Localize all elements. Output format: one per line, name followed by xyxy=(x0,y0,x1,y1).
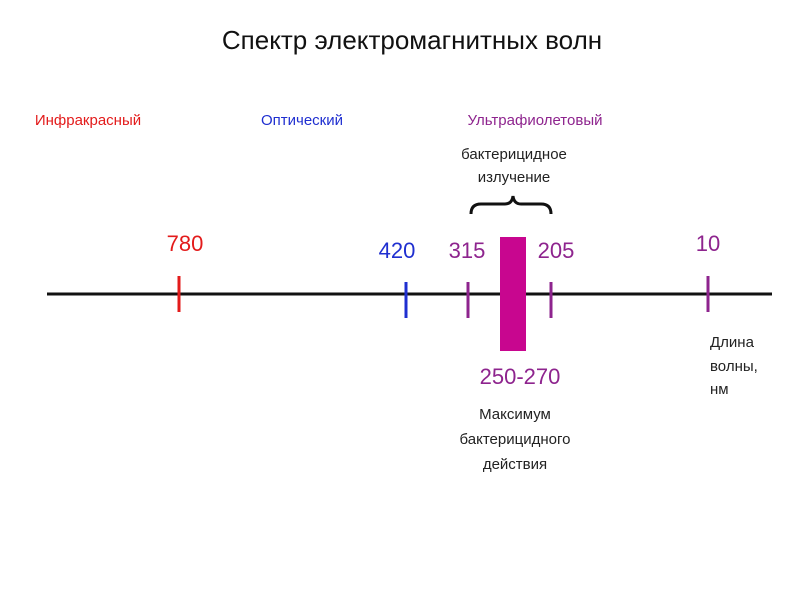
axis-note: нм xyxy=(710,381,729,398)
band xyxy=(500,237,526,351)
bracket-label: излучение xyxy=(478,169,551,186)
tick-label: 10 xyxy=(696,231,720,256)
bracket xyxy=(469,195,553,215)
tick-label: 420 xyxy=(379,238,416,263)
axis-note: Длина xyxy=(710,334,755,351)
band-note: Максимум xyxy=(479,406,551,423)
region-label: Инфракрасный xyxy=(35,112,141,129)
region-label: Ультрафиолетовый xyxy=(468,112,603,129)
bracket-label: бактерицидное xyxy=(461,146,567,163)
tick-label: 780 xyxy=(167,231,204,256)
band-note: бактерицидного xyxy=(460,431,571,448)
tick-label: 205 xyxy=(538,238,575,263)
title: Спектр электромагнитных волн xyxy=(222,25,602,55)
band-label: 250-270 xyxy=(480,364,561,389)
axis-note: волны, xyxy=(710,358,758,375)
region-label: Оптический xyxy=(261,112,343,129)
tick-label: 315 xyxy=(449,238,486,263)
band-note: действия xyxy=(483,456,547,473)
